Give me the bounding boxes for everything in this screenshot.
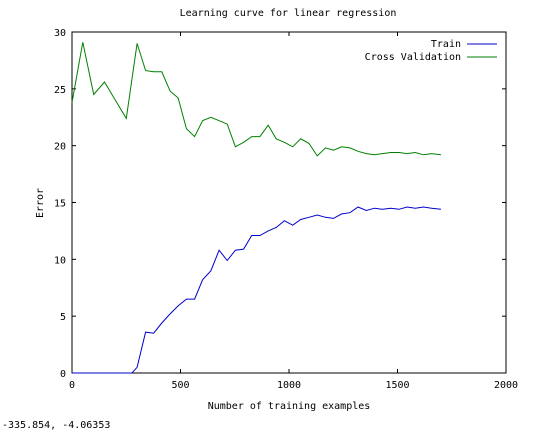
- series-lines: [71, 42, 441, 374]
- coordinate-readout: -335.854, -4.06353: [2, 420, 111, 431]
- y-tick-label: 25: [54, 85, 66, 96]
- y-tick-label: 0: [60, 369, 66, 380]
- x-tick-label: 2000: [494, 380, 518, 391]
- plot-frame: [71, 31, 507, 374]
- y-tick-label: 20: [54, 142, 66, 153]
- chart-title: Learning curve for linear regression: [180, 8, 397, 19]
- axis-ticks: 0 500 1000 1500 2000 0 5 10 15 20 25 30: [54, 28, 518, 391]
- y-tick-label: 15: [54, 199, 66, 210]
- x-axis-label: Number of training examples: [208, 401, 371, 412]
- x-tick-label: 500: [171, 380, 189, 391]
- x-tick-label: 0: [69, 380, 75, 391]
- y-tick-label: 5: [60, 312, 66, 323]
- x-tick-label: 1500: [385, 380, 409, 391]
- x-tick-label: 1000: [277, 380, 301, 391]
- y-tick-label: 30: [54, 28, 66, 39]
- legend-label-train: Train: [431, 39, 461, 50]
- series-line-cross-validation: [71, 42, 441, 157]
- y-axis-label: Error: [35, 188, 46, 218]
- legend-label-cross-validation: Cross Validation: [365, 52, 461, 63]
- legend: Train Cross Validation: [365, 39, 497, 63]
- y-tick-label: 10: [54, 255, 66, 266]
- series-line-train: [72, 206, 441, 374]
